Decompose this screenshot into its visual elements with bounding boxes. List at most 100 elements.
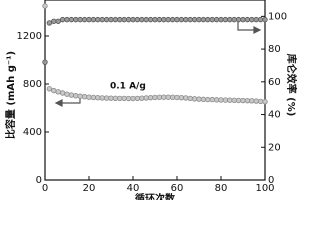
data-point [218, 16, 224, 23]
data-point [147, 94, 154, 101]
data-point [178, 16, 185, 23]
data-point [161, 16, 167, 23]
data-point [196, 16, 202, 23]
data-point [95, 94, 101, 101]
data-point [117, 16, 123, 23]
data-point [117, 95, 123, 102]
data-point [108, 95, 114, 101]
plot-frame [44, 0, 266, 181]
data-point [121, 95, 127, 102]
data-point [183, 95, 189, 101]
data-point [209, 96, 215, 103]
data-point [222, 16, 229, 23]
data-point [99, 16, 105, 23]
y2-tick-label: 60 [268, 77, 281, 88]
data-point [200, 16, 207, 23]
data-point [231, 97, 237, 104]
x-tick-label: 100 [255, 183, 274, 194]
data-point [108, 16, 114, 23]
data-point [240, 97, 246, 104]
data-point [187, 95, 193, 102]
data-point [169, 94, 176, 101]
data-point [222, 97, 229, 103]
data-point [130, 16, 136, 23]
data-point [112, 95, 119, 101]
data-point [125, 95, 132, 102]
data-point [42, 59, 48, 65]
data-point [205, 16, 211, 23]
data-point [99, 95, 105, 101]
data-point [103, 16, 110, 23]
y2-tick-label: 80 [268, 44, 281, 55]
data-point [161, 94, 167, 100]
data-point [152, 16, 158, 23]
data-point [143, 95, 149, 101]
data-point [257, 16, 264, 23]
data-point [46, 86, 53, 92]
data-point [51, 18, 57, 24]
data-point [231, 16, 237, 23]
data-point [235, 16, 242, 23]
data-point [227, 16, 233, 23]
data-point [95, 16, 101, 23]
data-point [262, 16, 268, 23]
data-point [196, 96, 202, 102]
data-point [218, 97, 224, 103]
data-point [81, 16, 88, 23]
data-point [59, 90, 66, 96]
annotation: 0.1 A/g [110, 82, 146, 92]
data-point [244, 97, 251, 104]
data-point [55, 89, 61, 95]
data-point [130, 95, 136, 102]
data-point [59, 16, 66, 23]
data-point [68, 92, 75, 98]
x-tick-label: 20 [83, 183, 96, 194]
data-point [103, 95, 110, 101]
data-point [121, 16, 127, 23]
data-point [240, 16, 246, 23]
x-tick-label: 0 [42, 183, 48, 194]
data-point [174, 94, 180, 101]
y-tick-label: 800 [23, 79, 42, 90]
data-point [64, 16, 70, 23]
data-point [213, 16, 220, 23]
data-point [165, 16, 171, 23]
data-point [183, 16, 189, 23]
data-point [46, 20, 53, 26]
data-point [227, 97, 233, 103]
data-point [253, 98, 259, 104]
data-point [90, 94, 97, 101]
data-point [178, 94, 185, 101]
data-point [152, 94, 158, 101]
data-point [257, 98, 264, 105]
data-point [143, 16, 149, 23]
data-point [73, 93, 79, 99]
data-point [139, 16, 145, 23]
data-point [86, 94, 92, 100]
data-point [262, 99, 268, 105]
data-point [156, 16, 163, 23]
data-point [244, 16, 251, 23]
y-tick-label: 1200 [17, 31, 42, 42]
y2-tick-label: 100 [268, 11, 287, 22]
data-point [147, 16, 154, 23]
data-point [235, 97, 242, 104]
y2-tick-label: 40 [268, 110, 281, 121]
x-tick-label: 60 [171, 183, 184, 194]
data-point [249, 98, 255, 104]
data-point [205, 96, 211, 103]
y2-tick-label: 0 [268, 175, 274, 186]
y-tick-label: 400 [23, 127, 42, 138]
data-point [169, 16, 176, 23]
data-point [77, 16, 83, 23]
data-point [64, 91, 70, 97]
data-point [134, 16, 141, 23]
data-point [191, 16, 198, 23]
data-point [249, 16, 255, 23]
data-point [90, 16, 97, 23]
data-point [174, 16, 180, 23]
data-point [125, 16, 132, 23]
data-point [191, 96, 198, 102]
data-point [156, 94, 163, 101]
y-tick-label: 0 [36, 175, 42, 186]
